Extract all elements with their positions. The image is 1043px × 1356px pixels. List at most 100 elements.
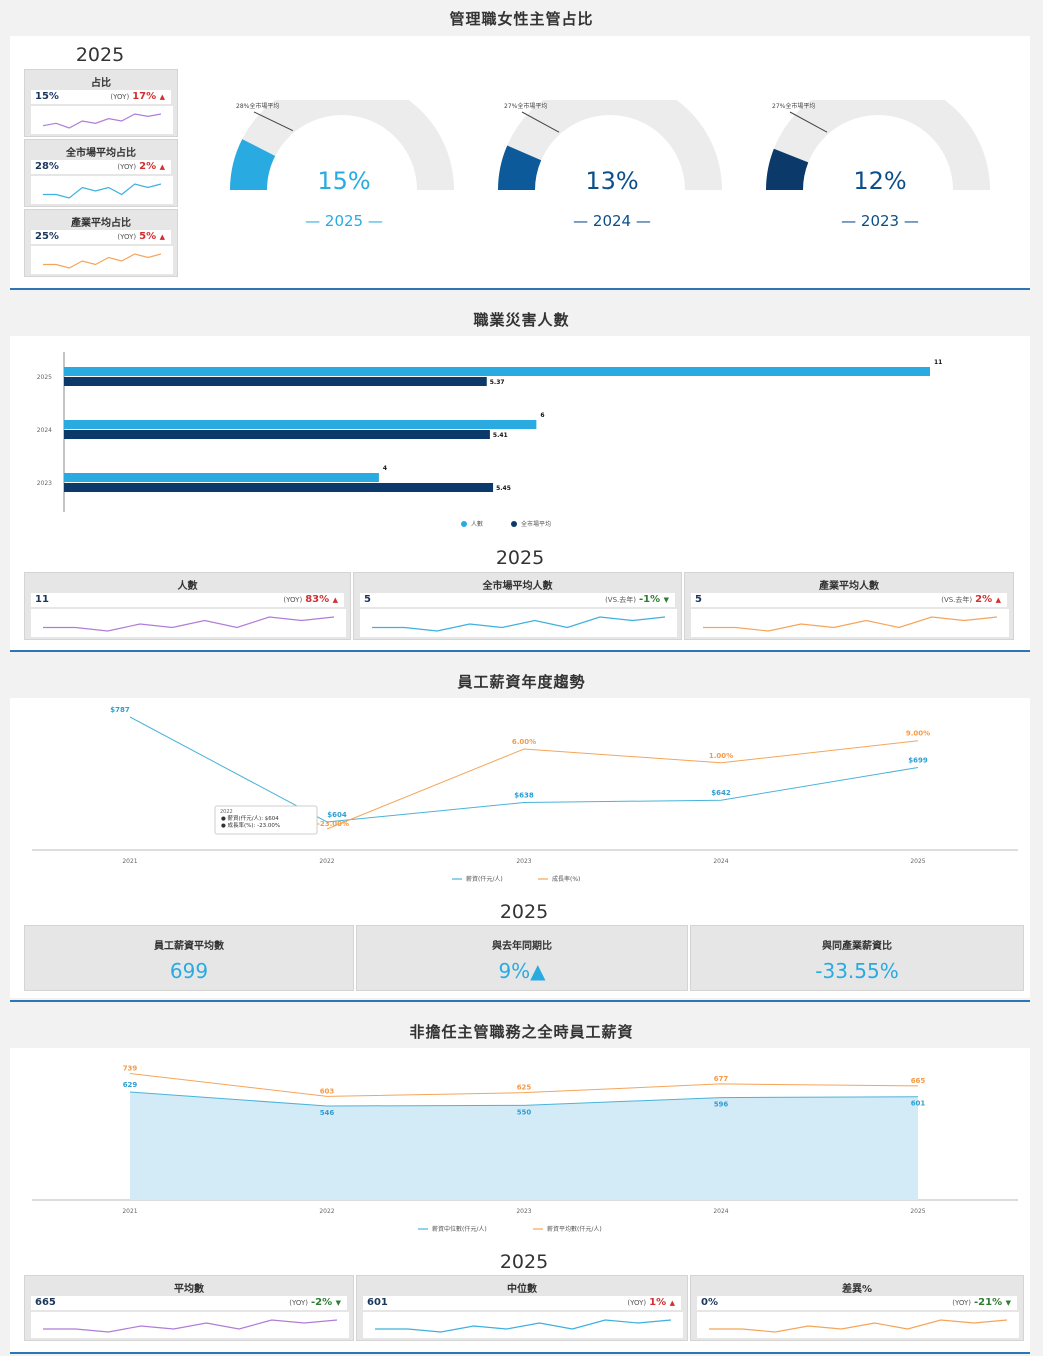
kpi-value: 9%▲ (498, 959, 546, 983)
sparkline (691, 609, 1009, 637)
kpi-change: 1% (649, 1297, 667, 1308)
median-data-label: 546 (320, 1109, 335, 1117)
gauge-value: 15% (317, 167, 370, 195)
kpi-injury-count[interactable]: 人數 11 (YOY) 83% ▲ (24, 572, 351, 640)
down-arrow-icon: ▼ (1005, 1299, 1011, 1307)
kpi-change: 2% (975, 594, 993, 605)
up-arrow-icon: ▲ (995, 596, 1001, 604)
sparkline-path (43, 1319, 338, 1333)
average-line (129, 1072, 919, 1097)
sparkline-path (43, 616, 335, 632)
gauge-avg-note: 27%全市場平均 (772, 102, 815, 110)
average-data-label: 665 (911, 1077, 926, 1085)
kpi-label: 平均數 (174, 1284, 204, 1295)
kpi-label: 員工薪資平均數 (154, 941, 224, 952)
kpi-yoy-prefix: (VS.去年) (605, 596, 636, 604)
gauge-value: 13% (585, 167, 638, 195)
kpi-change: -21% (974, 1297, 1003, 1308)
median-data-label: 601 (911, 1100, 926, 1108)
down-arrow-icon: ▼ (335, 1299, 341, 1307)
kpi-value: 11 (35, 594, 49, 605)
gauge-avg-marker (253, 111, 294, 132)
gauge-year-label: — 2025 — (305, 212, 383, 230)
kpi-yoy-prefix: (VS.去年) (941, 596, 973, 604)
kpi-value: 0% (701, 1297, 718, 1308)
x-tick-label: 2025 (910, 1208, 925, 1215)
legend-label: 全市場平均 (521, 520, 551, 528)
growth-data-label: -23.00% (317, 820, 349, 828)
section2-year: 2025 (495, 547, 545, 569)
kpi-industry-salary-compare[interactable]: 與同產業薪資比 -33.55% (690, 925, 1024, 991)
legend-label: 薪資(仟元/人) (466, 875, 503, 883)
gauge-avg-note: 28%全市場平均 (236, 102, 279, 110)
gauge-1: 27%全市場平均 13% — 2024 — (498, 100, 722, 230)
kpi-yoy-salary[interactable]: 與去年同期比 9%▲ (356, 925, 688, 991)
kpi-change: 17% (132, 91, 157, 102)
legend-label: 薪資平均數(仟元/人) (547, 1225, 602, 1233)
up-arrow-icon: ▲ (332, 596, 338, 604)
x-tick-label: 2025 (910, 858, 925, 865)
median-line (129, 1091, 919, 1107)
kpi-yoy-prefix: (YOY) (117, 233, 137, 241)
sparkline-path (43, 183, 162, 199)
tooltip-box (214, 805, 318, 835)
kpi-change: -2% (310, 1297, 333, 1308)
kpi-median-salary[interactable]: 中位數 601 (YOY) 1% ▲ (356, 1275, 688, 1341)
sparkline (31, 246, 173, 274)
growth-data-label: 9.00% (906, 730, 930, 738)
gauge-avg-note: 27%全市場平均 (504, 102, 547, 110)
kpi-yoy-prefix: (YOY) (117, 163, 137, 171)
average-data-label: 677 (714, 1075, 729, 1083)
bar-data-label: 6 (540, 412, 544, 419)
kpi-difference-pct[interactable]: 差異% 0% (YOY) -21% ▼ (690, 1275, 1024, 1341)
kpi-yoy-prefix: (YOY) (952, 1299, 972, 1307)
kpi-label: 全市場平均人數 (482, 581, 553, 592)
kpi-value: 665 (35, 1297, 56, 1308)
sparkline-path (43, 253, 162, 269)
up-arrow-icon: ▲ (159, 93, 165, 101)
legend-marker (461, 521, 467, 527)
kpi-avg-salary[interactable]: 員工薪資平均數 699 (24, 925, 354, 991)
growth-data-label: 6.00% (512, 738, 536, 746)
section-divider (10, 1000, 1030, 1002)
y-tick-label: 2023 (37, 480, 52, 487)
salary-data-label: $699 (908, 756, 928, 764)
kpi-female-ratio[interactable]: 占比 15% (YOY) 17% ▲ (24, 69, 178, 137)
legend-label: 人數 (471, 520, 483, 528)
kpi-label: 占比 (91, 78, 111, 89)
kpi-industry-avg-injuries[interactable]: 產業平均人數 5 (VS.去年) 2% ▲ (684, 572, 1014, 640)
gauge-fill (498, 145, 542, 190)
gauge-year-label: — 2023 — (841, 212, 919, 230)
growth-data-label: 1.00% (709, 752, 733, 760)
y-tick-label: 2024 (37, 427, 52, 434)
legend-label: 成長率(%) (552, 875, 580, 883)
injuries-bar-chart: 2025 11 5.37 2024 6 5.41 2023 4 5.45 人數 全市場平均 (37, 352, 942, 528)
kpi-yoy-prefix: (YOY) (110, 93, 130, 101)
section4-year: 2025 (499, 1251, 549, 1273)
bar-market-avg (64, 377, 487, 386)
kpi-market-avg-injuries[interactable]: 全市場平均人數 5 (VS.去年) -1% ▼ (353, 572, 682, 640)
bar-count (64, 420, 537, 429)
bar-data-label: 4 (383, 465, 387, 472)
salary-data-label: $642 (711, 789, 731, 797)
kpi-value: 5 (695, 594, 702, 605)
kpi-average-salary[interactable]: 平均數 665 (YOY) -2% ▼ (24, 1275, 354, 1341)
kpi-market-avg-ratio[interactable]: 全市場平均占比 28% (YOY) 2% ▲ (24, 139, 178, 207)
x-tick-label: 2021 (122, 1208, 137, 1215)
x-tick-label: 2023 (516, 1208, 531, 1215)
x-tick-label: 2021 (122, 858, 137, 865)
gauge-year-label: — 2024 — (573, 212, 651, 230)
kpi-industry-avg-ratio[interactable]: 產業平均占比 25% (YOY) 5% ▲ (24, 209, 178, 277)
sparkline-path (372, 616, 666, 632)
kpi-value: 601 (367, 1297, 388, 1308)
legend: 薪資中位數(仟元/人) 薪資平均數(仟元/人) (418, 1225, 602, 1233)
sparkline-path (709, 1319, 1008, 1333)
up-arrow-icon: ▲ (159, 163, 165, 171)
salary-data-label: $604 (327, 811, 347, 819)
section-title-salary-trend: 員工薪資年度趨勢 (457, 673, 586, 691)
up-arrow-icon: ▲ (669, 1299, 675, 1307)
salary-line (129, 716, 919, 823)
kpi-change: -1% (638, 594, 661, 605)
down-arrow-icon: ▼ (663, 596, 669, 604)
x-tick-label: 2023 (516, 858, 531, 865)
